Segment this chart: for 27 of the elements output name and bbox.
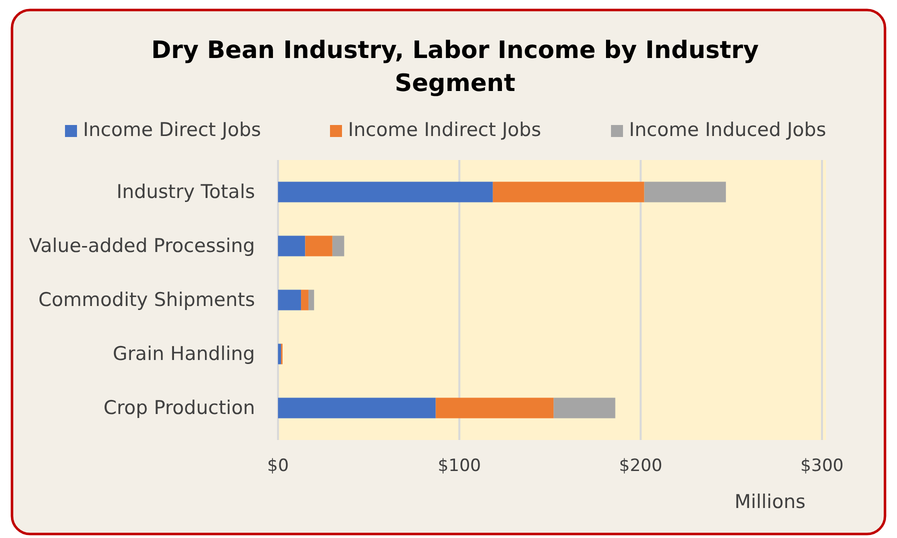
bar — [305, 236, 332, 256]
legend-label: Income Direct Jobs — [83, 119, 262, 141]
bar — [301, 290, 308, 310]
x-tick-label: $200 — [619, 456, 662, 476]
legend-label: Income Induced Jobs — [629, 119, 826, 141]
bar — [278, 344, 282, 364]
y-tick-label: Crop Production — [104, 397, 255, 419]
bar — [308, 290, 314, 310]
x-tick-label: $0 — [267, 456, 289, 476]
bar — [644, 182, 726, 202]
bar — [278, 236, 306, 256]
bar — [332, 236, 344, 256]
x-tick-label: $100 — [438, 456, 481, 476]
x-tick-label: $300 — [800, 456, 844, 476]
y-tick-label: Value-added Processing — [28, 235, 255, 257]
y-tick-label: Industry Totals — [116, 181, 255, 203]
y-tick-label: Commodity Shipments — [38, 289, 255, 311]
bar — [436, 398, 554, 418]
bar — [278, 182, 493, 202]
y-tick-label: Grain Handling — [112, 343, 255, 365]
bar — [492, 182, 644, 202]
x-axis-title: Millions — [734, 491, 806, 513]
chart-title: Dry Bean Industry, Labor Income by Industry Segment — [151, 36, 760, 97]
bar — [278, 290, 302, 310]
bar — [554, 398, 616, 418]
bar — [278, 398, 436, 418]
legend-label: Income Indirect Jobs — [348, 119, 542, 141]
